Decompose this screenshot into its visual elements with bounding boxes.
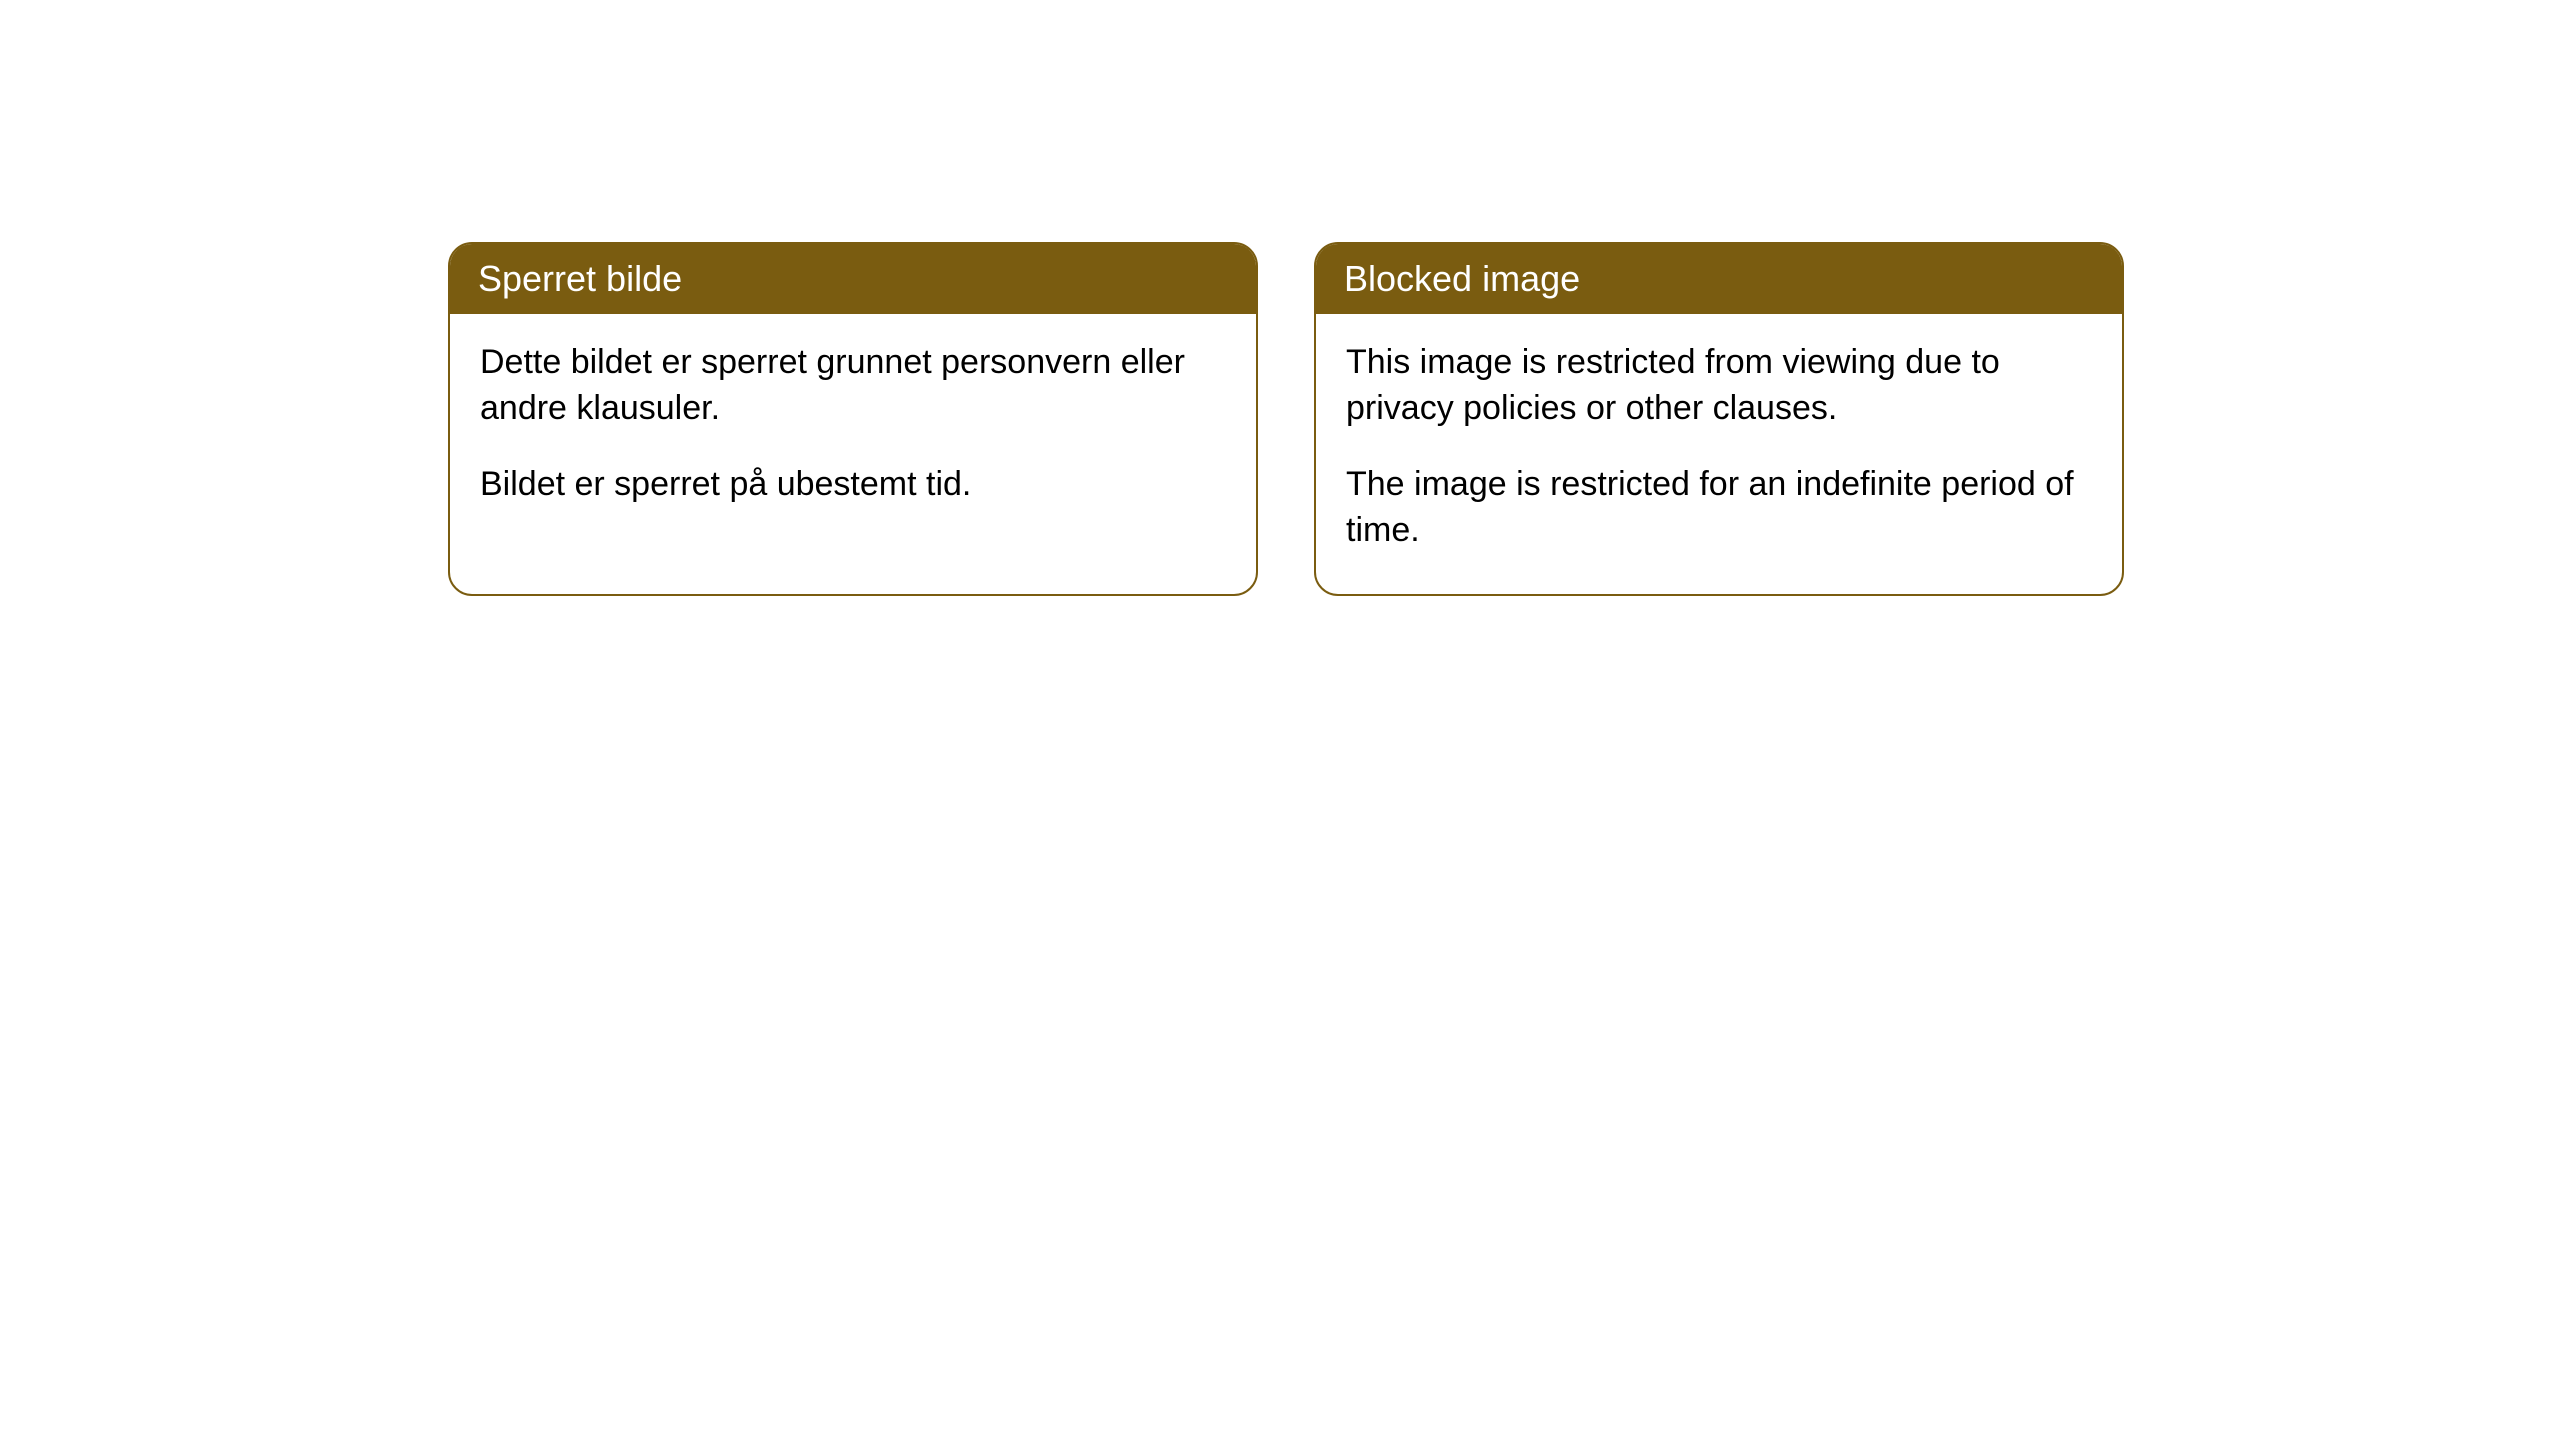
card-title-english: Blocked image xyxy=(1344,258,1580,299)
blocked-image-card-english: Blocked image This image is restricted f… xyxy=(1314,242,2124,596)
card-body-english: This image is restricted from viewing du… xyxy=(1316,314,2122,594)
notice-text-2-english: The image is restricted for an indefinit… xyxy=(1346,462,2092,554)
notice-text-1-english: This image is restricted from viewing du… xyxy=(1346,340,2092,432)
card-header-norwegian: Sperret bilde xyxy=(450,244,1256,314)
blocked-image-card-norwegian: Sperret bilde Dette bildet er sperret gr… xyxy=(448,242,1258,596)
card-body-norwegian: Dette bildet er sperret grunnet personve… xyxy=(450,314,1256,548)
card-title-norwegian: Sperret bilde xyxy=(478,258,682,299)
notice-container: Sperret bilde Dette bildet er sperret gr… xyxy=(0,0,2560,596)
notice-text-2-norwegian: Bildet er sperret på ubestemt tid. xyxy=(480,462,1226,508)
notice-text-1-norwegian: Dette bildet er sperret grunnet personve… xyxy=(480,340,1226,432)
card-header-english: Blocked image xyxy=(1316,244,2122,314)
